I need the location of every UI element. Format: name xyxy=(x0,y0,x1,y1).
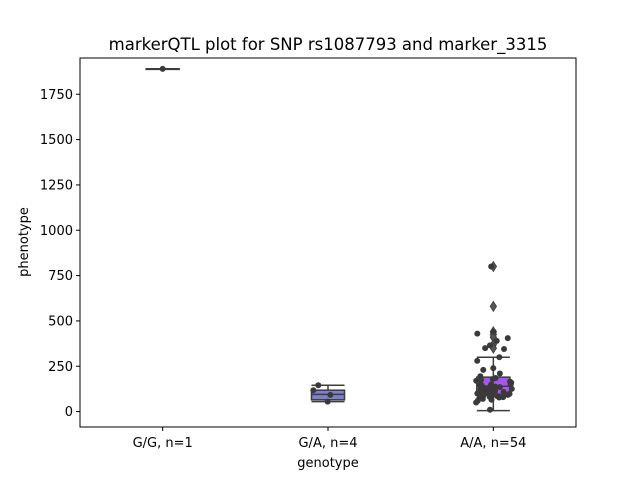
chart-title: markerQTL plot for SNP rs1087793 and mar… xyxy=(109,35,548,55)
data-point xyxy=(504,391,511,398)
y-tick-label: 1000 xyxy=(40,224,73,239)
plot-area xyxy=(145,65,515,413)
data-point xyxy=(474,330,481,337)
data-point xyxy=(492,387,499,394)
data-point xyxy=(488,396,495,403)
data-point xyxy=(159,65,166,72)
data-point xyxy=(486,342,493,349)
data-point xyxy=(473,399,480,406)
data-point xyxy=(490,365,497,372)
x-tick-label: G/G, n=1 xyxy=(133,436,193,451)
x-tick-label: A/A, n=54 xyxy=(460,436,526,451)
data-point xyxy=(489,375,496,382)
data-point xyxy=(496,384,503,391)
data-point xyxy=(496,370,503,377)
data-point xyxy=(500,389,507,396)
data-point xyxy=(479,395,486,402)
data-point xyxy=(508,385,515,392)
x-axis-label: genotype xyxy=(297,456,358,471)
data-point xyxy=(474,357,481,364)
data-point xyxy=(488,263,495,270)
data-point xyxy=(480,366,487,373)
data-point xyxy=(315,382,322,389)
y-tick-label: 250 xyxy=(48,360,73,375)
data-point xyxy=(474,390,481,397)
data-point xyxy=(310,387,317,394)
data-point xyxy=(493,337,500,344)
x-tick-label: G/A, n=4 xyxy=(298,436,357,451)
data-point xyxy=(324,398,331,405)
data-point xyxy=(501,346,508,353)
outlier-marker xyxy=(489,300,498,313)
data-point xyxy=(496,354,503,361)
y-tick-label: 500 xyxy=(48,314,73,329)
data-point xyxy=(492,383,499,390)
data-point xyxy=(496,394,503,401)
y-tick-label: 1250 xyxy=(40,178,73,193)
data-point xyxy=(504,335,511,342)
data-point xyxy=(327,391,334,398)
y-tick-label: 0 xyxy=(65,405,73,420)
y-axis-label: phenotype xyxy=(17,207,32,277)
data-point xyxy=(490,328,497,335)
data-point xyxy=(482,345,489,352)
y-tick-label: 750 xyxy=(48,269,73,284)
y-tick-label: 1500 xyxy=(40,133,73,148)
data-point xyxy=(486,406,493,413)
y-tick-label: 1750 xyxy=(40,88,73,103)
